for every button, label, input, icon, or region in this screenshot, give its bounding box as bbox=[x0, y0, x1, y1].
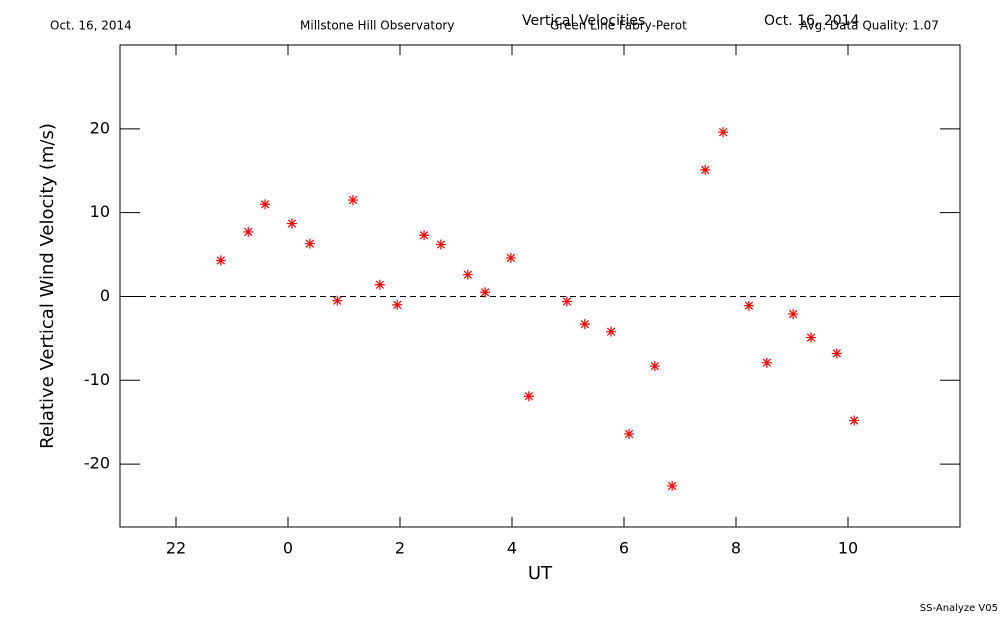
y-tick-label: 10 bbox=[90, 202, 110, 221]
x-tick-label: 2 bbox=[395, 539, 405, 558]
x-tick-label: 4 bbox=[507, 539, 517, 558]
data-point bbox=[419, 230, 430, 241]
plot-frame bbox=[119, 44, 961, 528]
data-point bbox=[392, 299, 403, 310]
y-tick-label: -20 bbox=[84, 454, 110, 473]
x-tick-label: 0 bbox=[283, 539, 293, 558]
y-tick-label: -10 bbox=[84, 370, 110, 389]
data-point bbox=[523, 391, 534, 402]
data-point bbox=[718, 127, 729, 138]
data-point bbox=[849, 415, 860, 426]
date-left: Oct. 16, 2014 bbox=[50, 19, 132, 33]
data-point bbox=[332, 295, 343, 306]
data-point bbox=[579, 319, 590, 330]
data-point bbox=[743, 300, 754, 311]
data-point bbox=[462, 269, 473, 280]
data-point bbox=[260, 199, 271, 210]
data-point bbox=[505, 252, 516, 263]
data-point bbox=[347, 195, 358, 206]
data-point bbox=[286, 218, 297, 229]
x-tick-label: 10 bbox=[838, 539, 858, 558]
data-point bbox=[761, 357, 772, 368]
observatory: Millstone Hill Observatory bbox=[300, 19, 454, 33]
data-point bbox=[649, 361, 660, 372]
x-tick-label: 22 bbox=[166, 539, 186, 558]
data-point bbox=[561, 296, 572, 307]
date-right: Oct. 16, 2014 bbox=[764, 13, 860, 29]
data-quality: Avg. Data Quality: 1.07 bbox=[800, 19, 939, 33]
data-point bbox=[304, 238, 315, 249]
data-point bbox=[606, 326, 617, 337]
data-point bbox=[480, 287, 491, 298]
data-point bbox=[624, 428, 635, 439]
data-point bbox=[215, 255, 226, 266]
x-tick-label: 8 bbox=[731, 539, 741, 558]
data-point bbox=[788, 309, 799, 320]
chart-subtitle: Green Line Fabry-Perot bbox=[550, 19, 687, 33]
chart-title: Vertical Velocities bbox=[522, 13, 645, 29]
data-point bbox=[243, 226, 254, 237]
data-point bbox=[806, 332, 817, 343]
y-tick-label: 20 bbox=[90, 118, 110, 137]
version: SS-Analyze V05 bbox=[920, 603, 998, 614]
y-axis-label: Relative Vertical Wind Velocity (m/s) bbox=[37, 123, 58, 449]
data-point bbox=[667, 480, 678, 491]
x-axis-label: UT bbox=[528, 563, 553, 584]
data-point bbox=[700, 164, 711, 175]
data-point bbox=[374, 279, 385, 290]
data-point bbox=[435, 239, 446, 250]
y-tick-label: 0 bbox=[100, 286, 110, 305]
x-tick-label: 6 bbox=[619, 539, 629, 558]
data-point bbox=[831, 348, 842, 359]
